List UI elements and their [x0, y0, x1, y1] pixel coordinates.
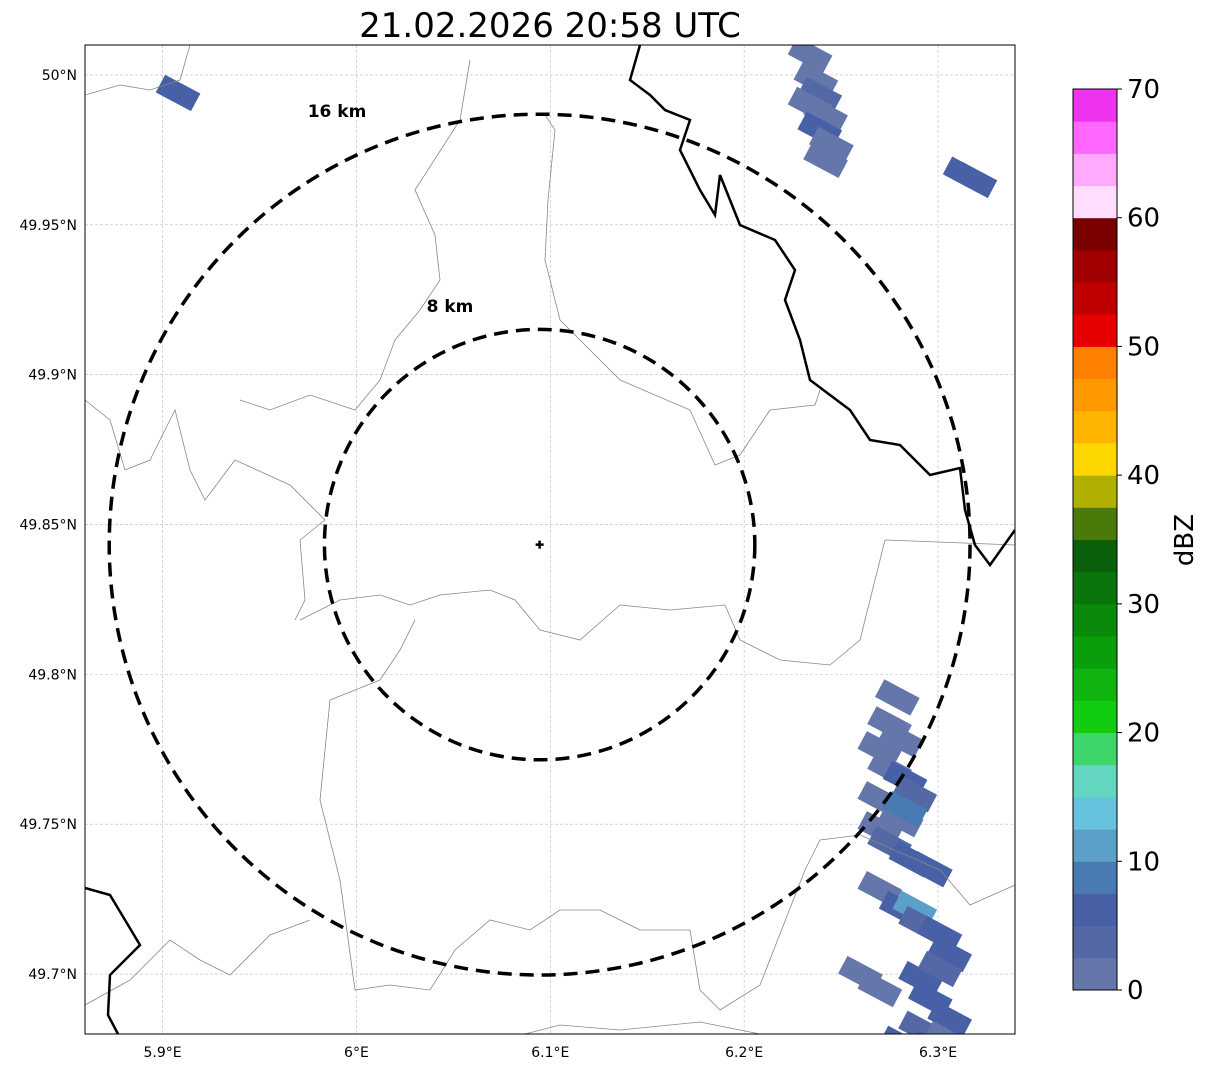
colorbar-tick-label: 30 — [1127, 590, 1160, 620]
boundary-line — [85, 45, 191, 96]
range-ring — [107, 112, 972, 977]
range-ring — [322, 327, 757, 762]
colorbar-bin — [1073, 121, 1117, 154]
echo-cell — [882, 791, 928, 828]
radar-site-marker-icon — [535, 540, 544, 549]
colorbar-bin — [1073, 89, 1117, 122]
y-tick-label: 50°N — [42, 68, 77, 84]
colorbar-bin — [1073, 475, 1117, 508]
echo-cell — [898, 1010, 943, 1034]
echo-cell — [809, 126, 854, 164]
colorbar-tick-label: 10 — [1127, 847, 1160, 877]
y-tick-label: 49.75°N — [19, 817, 77, 833]
colorbar-tick-label: 60 — [1127, 204, 1160, 234]
colorbar-bin — [1073, 539, 1117, 573]
echo-cell — [917, 950, 963, 988]
x-tick-label: 6°E — [344, 1045, 369, 1061]
colorbar-bin — [1073, 796, 1117, 830]
boundary-line — [524, 1021, 761, 1034]
country-border — [85, 886, 142, 1034]
echo-cell — [952, 161, 998, 199]
echo-cell — [803, 96, 848, 134]
y-tick-label: 49.85°N — [19, 518, 77, 534]
echo-cell — [797, 76, 843, 114]
country-borders — [85, 45, 1015, 1034]
colorbar-frame — [1072, 88, 1118, 991]
colorbar-bin — [1073, 410, 1117, 444]
colorbar-bin — [1073, 346, 1117, 380]
colorbar-bin — [1073, 314, 1117, 347]
colorbar-bin — [1073, 893, 1117, 927]
boundary-line — [85, 399, 326, 621]
colorbar-bin — [1073, 829, 1117, 862]
echo-cell — [803, 141, 848, 179]
colorbar-bin — [1073, 957, 1117, 991]
colorbar-bin — [1073, 507, 1117, 540]
x-tick-label: 6.3°E — [919, 1045, 957, 1061]
colorbar-bin — [1073, 153, 1117, 187]
colorbar-bin — [1073, 668, 1117, 701]
y-tick-label: 49.7°N — [28, 967, 77, 983]
colorbar-bin — [1073, 185, 1117, 219]
echo-cell — [927, 1000, 973, 1034]
echo-cell — [857, 731, 903, 768]
echo-cell — [867, 1041, 912, 1069]
y-tick-label: 49.95°N — [19, 218, 77, 234]
echo-cell — [927, 935, 973, 973]
echo-cell — [874, 679, 920, 716]
boundary-line — [319, 619, 1015, 1011]
colorbar-bin — [1073, 571, 1117, 605]
x-tick-label: 6.1°E — [531, 1045, 569, 1061]
river-line — [299, 539, 1015, 666]
colorbar-bin — [1073, 603, 1117, 637]
colorbar-bin — [1073, 925, 1117, 959]
boundary-line — [544, 114, 821, 466]
colorbar: 0 10 20 30 40 50 60 70 — [1072, 75, 1160, 1006]
echo-cell — [923, 1020, 969, 1034]
x-axis-ticks: 5.9°E 6°E 6.1°E 6.2°E 6.3°E — [143, 1045, 957, 1061]
x-tick-label: 5.9°E — [143, 1045, 181, 1061]
country-border — [628, 45, 1015, 568]
y-axis-ticks: 50°N 49.95°N 49.9°N 49.85°N 49.8°N 49.75°N 49.… — [19, 68, 77, 983]
colorbar-bin — [1073, 442, 1117, 476]
chart-title: 21.02.2026 20:58 UTC — [359, 6, 741, 46]
ring-label-8km: 8 km — [427, 297, 474, 317]
ring-label-16km: 16 km — [308, 102, 367, 122]
boundary-line — [85, 919, 311, 1006]
y-tick-label: 49.8°N — [28, 667, 77, 683]
admin-boundaries — [85, 45, 1015, 1034]
echo-cell — [892, 776, 938, 813]
boundary-line — [239, 59, 471, 411]
echo-cell — [787, 45, 833, 74]
echo-cell — [898, 960, 943, 998]
colorbar-bin — [1073, 282, 1117, 315]
map-frame — [84, 44, 1016, 1035]
colorbar-bin — [1073, 700, 1117, 734]
gridlines — [85, 45, 1015, 1034]
colorbar-tick-label: 40 — [1127, 461, 1160, 491]
colorbar-bin — [1073, 861, 1117, 894]
echo-cell — [857, 970, 903, 1008]
colorbar-bin — [1073, 636, 1117, 669]
colorbar-bin — [1073, 764, 1117, 798]
echo-cell — [878, 721, 924, 758]
x-tick-label: 6.2°E — [725, 1045, 763, 1061]
echo-cell — [917, 915, 963, 953]
colorbar-bin — [1073, 732, 1117, 766]
colorbar-tick-label: 70 — [1127, 75, 1160, 105]
colorbar-tick-label: 20 — [1127, 719, 1160, 749]
echo-cell — [155, 74, 201, 112]
echo-cell — [907, 850, 953, 888]
y-tick-label: 49.9°N — [28, 368, 77, 384]
radar-echoes — [155, 45, 998, 1069]
colorbar-bin — [1073, 378, 1117, 412]
colorbar-tick-label: 50 — [1127, 332, 1160, 362]
colorbar-tick-label: 0 — [1127, 976, 1144, 1006]
colorbar-label: dBZ — [1170, 514, 1200, 566]
range-rings — [107, 112, 972, 977]
colorbar-bin — [1073, 249, 1117, 283]
colorbar-bin — [1073, 217, 1117, 251]
